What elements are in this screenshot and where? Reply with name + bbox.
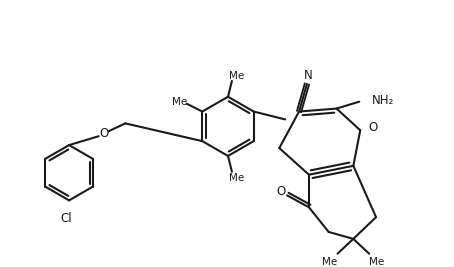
Text: N: N	[304, 69, 312, 81]
Text: Me: Me	[229, 71, 245, 81]
Text: Me: Me	[370, 257, 385, 266]
Text: NH₂: NH₂	[372, 94, 395, 107]
Text: Me: Me	[229, 173, 245, 183]
Text: O: O	[99, 127, 108, 140]
Text: O: O	[276, 185, 286, 198]
Text: Me: Me	[322, 257, 337, 266]
Text: O: O	[368, 121, 377, 134]
Text: Cl: Cl	[60, 212, 72, 225]
Text: Me: Me	[172, 97, 187, 107]
